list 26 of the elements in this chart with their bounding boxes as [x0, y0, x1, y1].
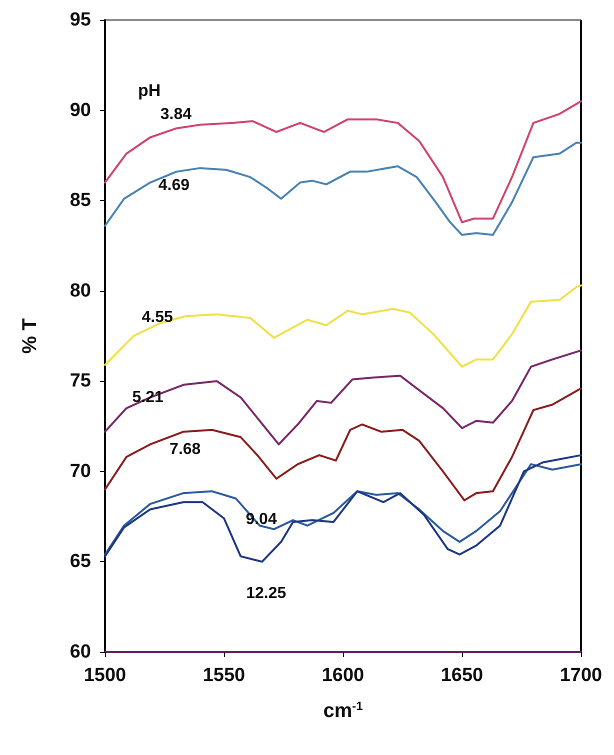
line-series	[104, 387, 582, 502]
x-tick-label: 1650	[440, 665, 484, 686]
line-series	[104, 100, 582, 224]
line-series	[104, 284, 582, 368]
y-tick-label: 95	[70, 10, 92, 30]
series-label: 12.25	[246, 585, 286, 602]
y-tick-label: 70	[70, 460, 91, 482]
series-label: 3.84	[160, 106, 192, 123]
y-tick-label: 75	[70, 370, 92, 392]
y-tick-label: 60	[70, 642, 91, 662]
x-tick-label: 1500	[84, 665, 126, 686]
series-label: 4.55	[142, 308, 173, 326]
series-label: 7.68	[170, 441, 201, 458]
y-tick-label: 90	[70, 100, 91, 121]
y-tick-label: 85	[70, 190, 92, 212]
x-tick-label: 1550	[202, 665, 246, 686]
series-label: 4.69	[158, 177, 190, 194]
y-tick-label: 65	[70, 551, 92, 572]
x-tick-label: 1700	[560, 665, 602, 686]
y-axis-title: % T	[19, 318, 41, 354]
legend-title: pH	[138, 81, 161, 100]
y-tick-label: 80	[70, 280, 91, 302]
line-series	[104, 463, 582, 556]
x-tick-label: 1600	[322, 665, 364, 686]
line-series	[104, 454, 582, 563]
line-series	[104, 142, 582, 236]
